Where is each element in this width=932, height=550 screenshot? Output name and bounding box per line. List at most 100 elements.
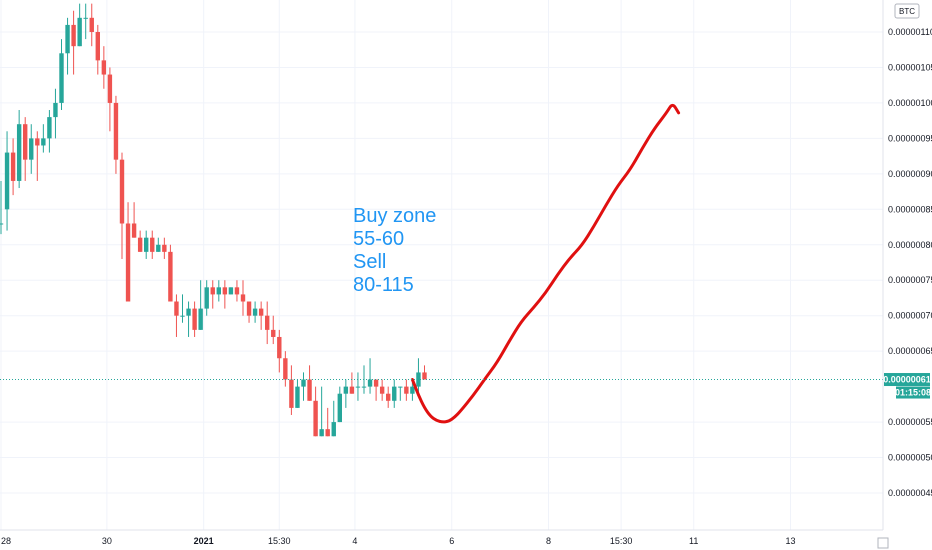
time-tick-label: 6	[449, 536, 454, 546]
candle[interactable]	[216, 280, 221, 302]
chart-corner-box[interactable]	[877, 537, 889, 549]
candle[interactable]	[355, 372, 361, 401]
candle[interactable]	[373, 379, 379, 401]
candle[interactable]	[343, 379, 349, 408]
annotation-line-1[interactable]: Buy zone	[353, 205, 436, 227]
candle[interactable]	[192, 301, 197, 337]
candle[interactable]	[113, 95, 119, 174]
candle[interactable]	[337, 386, 342, 423]
candle[interactable]	[367, 358, 373, 394]
candle[interactable]	[41, 124, 46, 153]
candle[interactable]	[53, 88, 58, 139]
grid	[0, 0, 883, 530]
candle[interactable]	[101, 46, 107, 89]
candle-body	[41, 138, 46, 146]
candle[interactable]	[29, 124, 34, 174]
annotation-line-3[interactable]: Sell	[353, 251, 386, 273]
time-tick-label: 13	[786, 536, 796, 546]
annotation-line-4[interactable]: 80-115	[353, 274, 414, 296]
candle[interactable]	[422, 365, 427, 380]
candle[interactable]	[119, 152, 125, 259]
candle-body	[47, 117, 52, 139]
candle[interactable]	[144, 230, 149, 259]
candle[interactable]	[47, 110, 52, 153]
candle-body	[240, 294, 246, 302]
candle-body	[410, 386, 415, 394]
candle[interactable]	[150, 230, 155, 259]
candle[interactable]	[174, 294, 179, 337]
candle[interactable]	[319, 386, 324, 437]
candle[interactable]	[35, 131, 40, 181]
price-axis[interactable]: 0.00000110 0.00000105 0.00000100 0.00000095…	[888, 27, 932, 498]
forecast-drawing[interactable]	[410, 103, 681, 424]
candle[interactable]	[392, 379, 397, 408]
candle[interactable]	[228, 287, 234, 295]
candle-body	[59, 53, 64, 103]
candle[interactable]	[246, 301, 252, 323]
candle-body	[246, 301, 252, 316]
candle[interactable]	[210, 280, 215, 309]
candle[interactable]	[131, 202, 137, 238]
candle[interactable]	[107, 67, 113, 132]
candle[interactable]	[386, 386, 391, 408]
candle[interactable]	[258, 301, 264, 330]
candle[interactable]	[416, 358, 421, 394]
candle[interactable]	[71, 10, 76, 75]
candle[interactable]	[204, 280, 209, 316]
forecast-curve[interactable]	[410, 103, 681, 424]
candle[interactable]	[125, 202, 131, 302]
candle[interactable]	[398, 386, 403, 401]
candle-body	[180, 315, 185, 317]
annotation-line-2[interactable]: 55-60	[353, 228, 404, 250]
candle[interactable]	[83, 3, 88, 40]
candle[interactable]	[325, 407, 330, 437]
candle-body	[313, 400, 318, 437]
candle[interactable]	[137, 230, 143, 252]
candle[interactable]	[234, 280, 240, 302]
candle[interactable]	[198, 280, 203, 330]
candle[interactable]	[307, 365, 312, 401]
candle[interactable]	[186, 301, 191, 337]
candle[interactable]	[277, 329, 282, 373]
candle[interactable]	[301, 372, 306, 401]
candle[interactable]	[180, 294, 185, 323]
currency-label: BTC	[899, 7, 915, 16]
candle[interactable]	[331, 400, 336, 437]
candle[interactable]	[168, 244, 173, 302]
candle[interactable]	[10, 138, 16, 196]
candle[interactable]	[240, 280, 246, 316]
candle[interactable]	[283, 351, 288, 387]
candle[interactable]	[65, 17, 70, 75]
candle[interactable]	[379, 379, 385, 401]
price-tick-label: 0.00000055	[888, 417, 932, 427]
candle[interactable]	[0, 180, 4, 235]
price-tick-label: 0.00000080	[888, 240, 932, 250]
candle[interactable]	[89, 3, 94, 47]
candle[interactable]	[404, 379, 409, 401]
candle[interactable]	[23, 117, 28, 181]
candle[interactable]	[289, 365, 294, 415]
candle[interactable]	[4, 131, 10, 231]
candle-body	[131, 223, 137, 238]
candle[interactable]	[271, 315, 276, 345]
candle[interactable]	[265, 301, 270, 345]
candle-body	[361, 386, 367, 388]
candle[interactable]	[156, 237, 161, 252]
candle[interactable]	[162, 237, 167, 259]
currency-badge[interactable]: BTC	[894, 3, 920, 19]
candle[interactable]	[349, 372, 355, 394]
candle[interactable]	[313, 386, 318, 437]
candles[interactable]	[0, 3, 427, 437]
candle[interactable]	[222, 280, 228, 309]
time-tick-label: 2021	[194, 536, 214, 546]
candle[interactable]	[95, 24, 100, 75]
time-axis[interactable]: 28 30 2021 15:30 4 6 8 15:30 11 13	[1, 536, 796, 546]
candle[interactable]	[295, 379, 300, 408]
candle[interactable]	[252, 301, 258, 323]
time-tick-label: 8	[546, 536, 551, 546]
candle[interactable]	[59, 39, 64, 111]
candle[interactable]	[16, 110, 22, 189]
candle-body	[343, 386, 349, 394]
candle[interactable]	[77, 3, 82, 47]
